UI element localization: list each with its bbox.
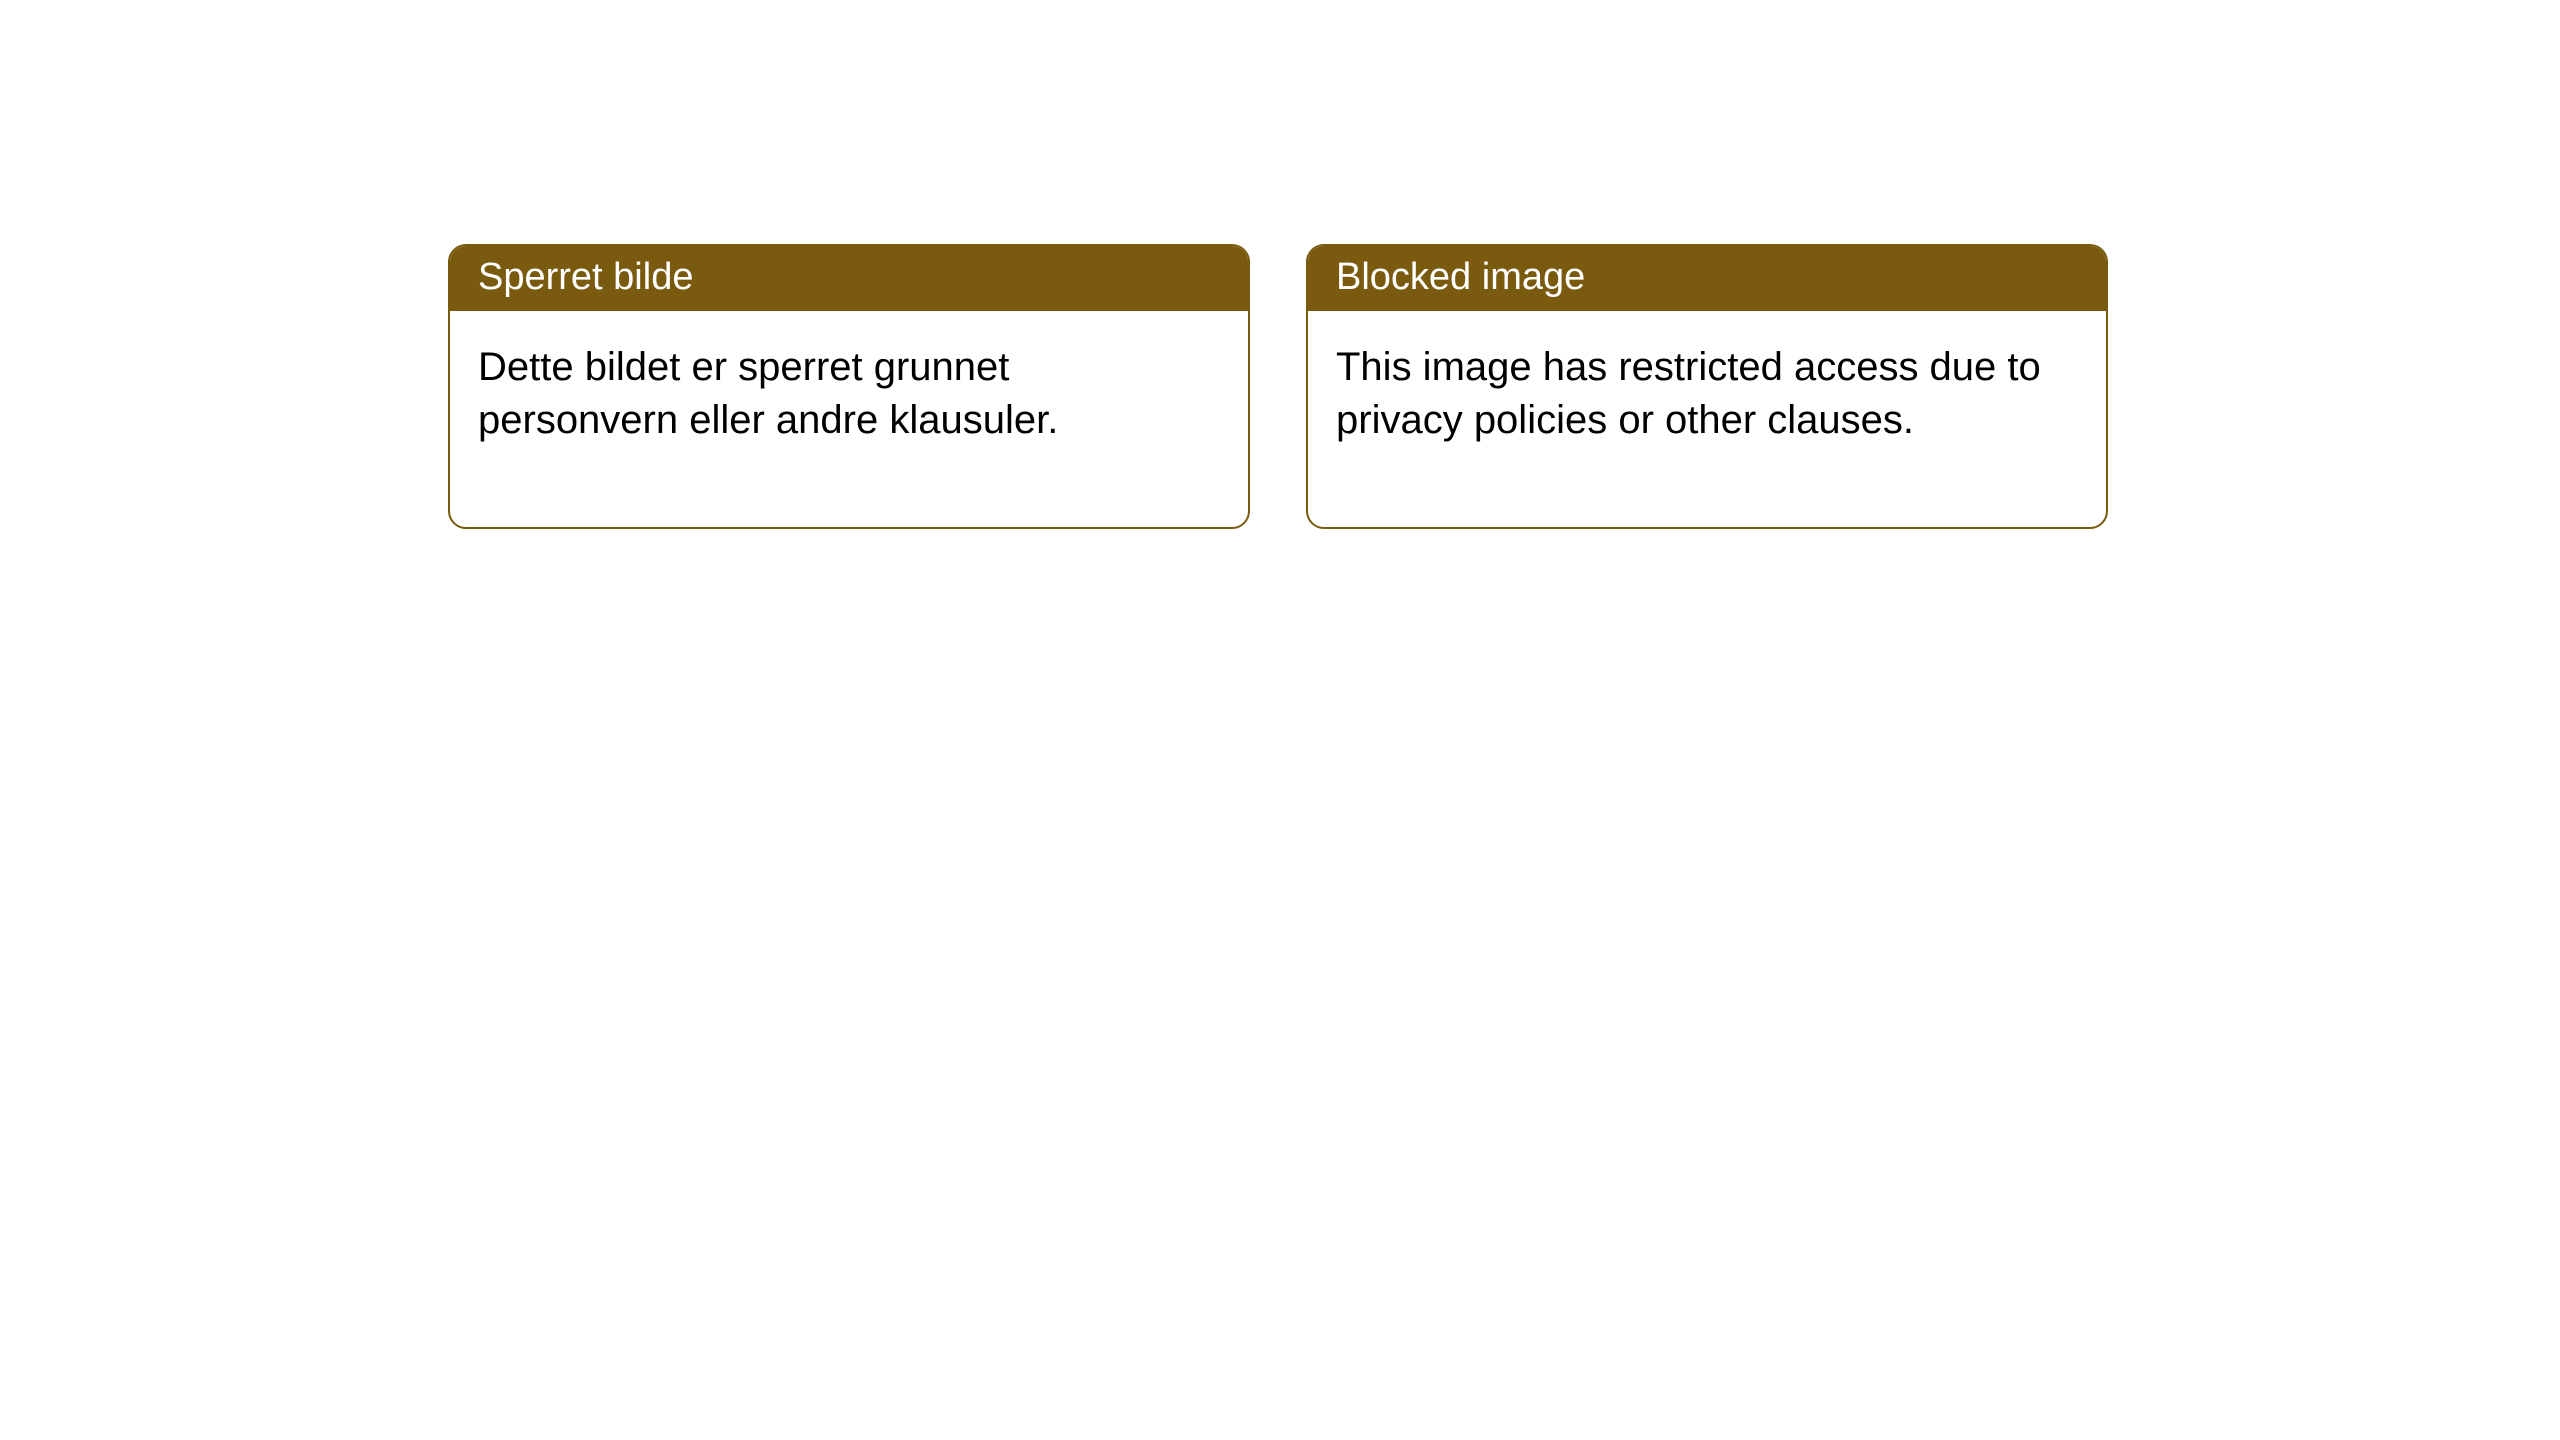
notice-body: This image has restricted access due to … [1308,311,2106,527]
notice-title: Sperret bilde [478,256,693,298]
notice-title: Blocked image [1336,256,1585,298]
notice-text: This image has restricted access due to … [1336,345,2041,442]
notice-box-norwegian: Sperret bilde Dette bildet er sperret gr… [448,244,1250,529]
notice-header: Sperret bilde [450,246,1248,311]
notice-text: Dette bildet er sperret grunnet personve… [478,345,1058,442]
notice-body: Dette bildet er sperret grunnet personve… [450,311,1248,527]
notice-header: Blocked image [1308,246,2106,311]
notice-box-english: Blocked image This image has restricted … [1306,244,2108,529]
notice-container: Sperret bilde Dette bildet er sperret gr… [0,0,2560,529]
